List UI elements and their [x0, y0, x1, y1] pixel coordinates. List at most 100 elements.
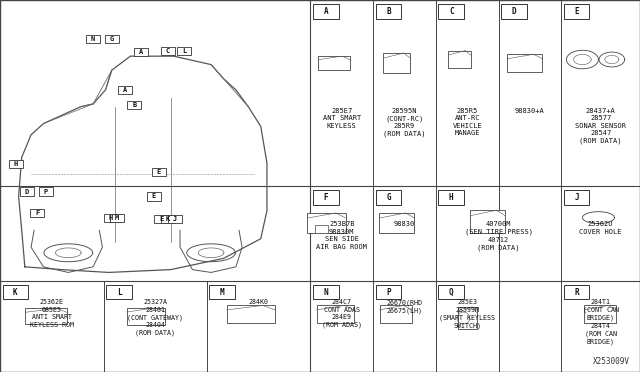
Bar	[376, 190, 401, 205]
Bar	[154, 215, 168, 223]
Bar	[383, 53, 410, 74]
Bar	[380, 305, 412, 323]
Text: J: J	[173, 216, 177, 222]
Text: M: M	[115, 215, 119, 221]
Text: 98830+A: 98830+A	[515, 108, 545, 114]
Bar	[376, 4, 401, 19]
Text: 285R5
ANT-RC
VEHICLE
MANAGE: 285R5 ANT-RC VEHICLE MANAGE	[452, 108, 482, 137]
Bar	[177, 47, 191, 55]
Text: E: E	[157, 169, 161, 175]
Text: A: A	[123, 87, 127, 93]
Text: M: M	[220, 288, 225, 296]
Text: N: N	[91, 36, 95, 42]
Bar	[20, 187, 34, 196]
Bar	[127, 101, 141, 109]
Bar	[470, 210, 506, 232]
Text: 25327A
28401
(CONT GATEWAY)
28404
(ROM DATA): 25327A 28401 (CONT GATEWAY) 28404 (ROM D…	[127, 299, 183, 336]
Text: A: A	[323, 7, 328, 16]
Bar	[127, 308, 165, 324]
Text: B: B	[386, 7, 391, 16]
Bar	[313, 4, 339, 19]
Bar	[376, 285, 401, 299]
Bar	[168, 215, 182, 223]
Text: P: P	[44, 189, 48, 195]
Text: A: A	[139, 49, 143, 55]
Text: P: P	[386, 288, 391, 296]
Bar	[317, 305, 354, 323]
Bar	[105, 35, 119, 43]
Bar	[564, 190, 589, 205]
Text: E: E	[574, 7, 579, 16]
Bar	[161, 47, 175, 55]
Text: 284K0: 284K0	[248, 299, 269, 305]
Text: C: C	[449, 7, 454, 16]
Bar	[30, 209, 44, 217]
Text: X253009V: X253009V	[593, 357, 630, 366]
Text: N: N	[323, 288, 328, 296]
Bar	[313, 190, 339, 205]
Text: 40700M
(SEN TIRE PRESS)
40712
(ROM DATA): 40700M (SEN TIRE PRESS) 40712 (ROM DATA)	[465, 221, 532, 251]
Bar	[134, 48, 148, 56]
Text: 25362E
685E5
ANTI SMART
KEYLESS ROM: 25362E 685E5 ANTI SMART KEYLESS ROM	[30, 299, 74, 328]
Text: G: G	[386, 193, 391, 202]
Bar	[227, 305, 275, 323]
Text: 28595N
(CONT-RC)
285R9
(ROM DATA): 28595N (CONT-RC) 285R9 (ROM DATA)	[383, 108, 426, 137]
Bar	[307, 213, 346, 234]
Text: B: B	[132, 102, 136, 108]
Text: F: F	[35, 210, 39, 216]
Bar	[25, 308, 67, 324]
Text: 285E3
28599M
(SMART KEYLESS
SWITCH): 285E3 28599M (SMART KEYLESS SWITCH)	[439, 299, 495, 329]
Text: 253B7B
98830M
SEN SIDE
AIR BAG ROOM: 253B7B 98830M SEN SIDE AIR BAG ROOM	[316, 221, 367, 250]
Bar	[106, 285, 132, 299]
Bar	[315, 225, 328, 232]
Text: H: H	[14, 161, 18, 167]
Text: K: K	[13, 288, 18, 296]
Bar	[152, 168, 166, 176]
Bar	[507, 54, 543, 72]
Text: E: E	[159, 216, 163, 222]
Text: 284T1
(CONT CAN
BRIDGE)
284T4
(ROM CAN
BRIDGE): 284T1 (CONT CAN BRIDGE) 284T4 (ROM CAN B…	[582, 299, 619, 345]
Bar	[209, 285, 235, 299]
Bar	[313, 285, 339, 299]
Text: F: F	[323, 193, 328, 202]
Bar	[161, 215, 175, 223]
Text: 26670(RHD
26675(LH): 26670(RHD 26675(LH)	[387, 299, 422, 314]
Text: L: L	[116, 288, 122, 296]
Text: J: J	[574, 193, 579, 202]
Bar	[564, 4, 589, 19]
Bar	[3, 285, 28, 299]
Bar	[9, 160, 23, 168]
Bar	[438, 190, 464, 205]
Text: K: K	[166, 216, 170, 222]
Text: H: H	[449, 193, 454, 202]
Bar	[584, 305, 616, 323]
Bar	[380, 213, 415, 234]
Bar	[147, 192, 161, 201]
Text: 28437+A
28577
SONAR SENSOR
28547
(ROM DATA): 28437+A 28577 SONAR SENSOR 28547 (ROM DA…	[575, 108, 626, 144]
Text: 98830: 98830	[394, 221, 415, 227]
Bar	[86, 35, 100, 43]
Text: L: L	[182, 48, 186, 54]
Bar	[564, 285, 589, 299]
Text: R: R	[574, 288, 579, 296]
Bar	[110, 214, 124, 222]
Text: D: D	[25, 189, 29, 195]
Text: E: E	[152, 193, 156, 199]
Text: D: D	[511, 7, 516, 16]
Bar	[458, 307, 477, 329]
Text: 284C7
CONT ADAS
284E9
(ROM ADAS): 284C7 CONT ADAS 284E9 (ROM ADAS)	[322, 299, 362, 328]
Bar	[39, 187, 53, 196]
Text: C: C	[166, 48, 170, 54]
Bar	[438, 285, 464, 299]
Text: 25362U
COVER HOLE: 25362U COVER HOLE	[579, 221, 622, 235]
Bar	[118, 86, 132, 94]
Bar	[104, 214, 118, 222]
Bar	[318, 56, 350, 70]
Bar	[448, 51, 471, 68]
Bar	[501, 4, 527, 19]
Text: Q: Q	[449, 288, 454, 296]
Text: 285E7
ANT SMART
KEYLESS: 285E7 ANT SMART KEYLESS	[323, 108, 361, 129]
Text: H: H	[109, 215, 113, 221]
Bar	[438, 4, 464, 19]
Text: G: G	[110, 36, 114, 42]
